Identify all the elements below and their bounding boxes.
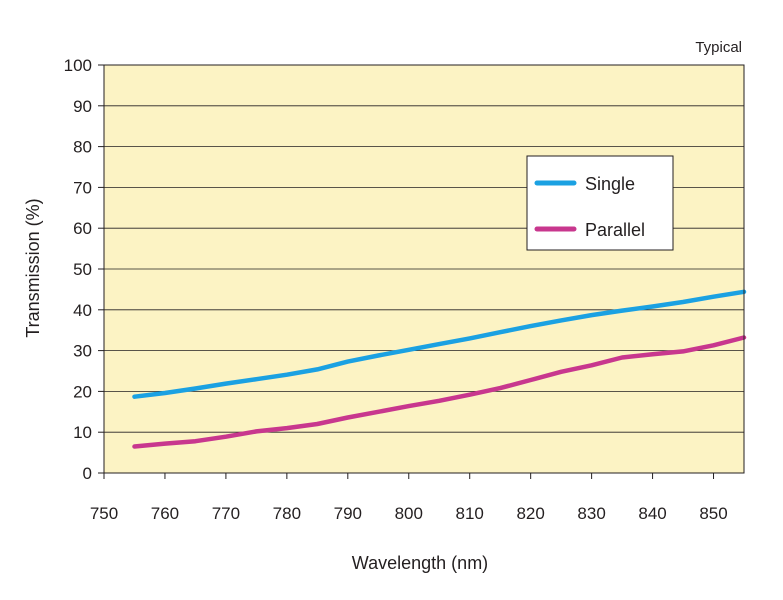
y-tick-label: 10 [73,423,92,442]
legend-box [526,155,674,251]
x-tick-label: 750 [90,504,118,523]
tick-labels: 0 10 20 30 40 50 60 70 80 90 100 750 760 770 780 790 800… [64,56,728,523]
x-tick-label: 810 [456,504,484,523]
x-tick-label: 760 [151,504,179,523]
y-tick-label: 30 [73,342,92,361]
x-tick-label: 820 [516,504,544,523]
y-tick-label: 90 [73,97,92,116]
series-line-parallel [132,335,747,449]
y-tick-label: 70 [73,178,92,197]
x-tick-label: 780 [273,504,301,523]
y-tick-label: 20 [73,382,92,401]
x-tick-label: 790 [334,504,362,523]
y-tick-label: 40 [73,301,92,320]
series-line-single [132,289,747,399]
y-tick-label: 100 [64,56,92,75]
y-tick-label: 80 [73,138,92,157]
legend-label-single: Single [585,174,635,194]
legend: Single Parallel [526,155,674,251]
series-layer [132,289,747,449]
x-tick-label: 770 [212,504,240,523]
y-tick-label: 60 [73,219,92,238]
x-axis-title: Wavelength (nm) [352,553,488,573]
y-tick-label: 0 [83,464,92,483]
typical-note: Typical [695,39,742,56]
y-axis-title: Transmission (%) [23,198,43,337]
legend-label-parallel: Parallel [585,220,645,240]
y-tick-label: 50 [73,260,92,279]
x-tick-label: 850 [699,504,727,523]
x-tick-label: 840 [638,504,666,523]
x-tick-label: 830 [577,504,605,523]
x-tick-label: 800 [395,504,423,523]
